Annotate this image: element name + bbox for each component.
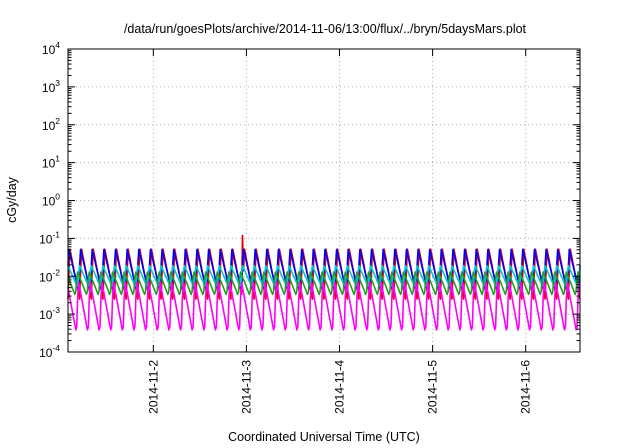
y-tick-label: 100 (42, 192, 60, 209)
y-tick-label: 10-3 (39, 305, 60, 322)
y-tick-label: 10-1 (39, 229, 60, 246)
y-tick-label: 10-4 (39, 343, 60, 360)
x-tick-label: 2014-11-2 (146, 360, 160, 414)
y-axis: 10-4 10-3 10-2 10-1 100 101 102 103 104 (39, 40, 580, 360)
series-group (67, 234, 581, 331)
series-line (67, 281, 581, 331)
x-tick-label: 2014-11-5 (426, 360, 440, 414)
series-line (67, 271, 581, 296)
x-tick-label: 2014-11-4 (333, 360, 347, 414)
y-axis-label: cGy/day (5, 176, 19, 223)
x-axis: 2014-11-2 2014-11-3 2014-11-4 2014-11-5 2014… (146, 49, 533, 414)
x-tick-label: 2014-11-6 (519, 360, 533, 414)
y-tick-label: 102 (42, 116, 60, 133)
x-tick-label: 2014-11-3 (239, 360, 253, 414)
y-tick-label: 101 (42, 154, 60, 171)
grid (68, 49, 580, 352)
chart-title: /data/run/goesPlots/archive/2014-11-06/1… (124, 22, 527, 36)
y-tick-label: 104 (42, 40, 60, 57)
y-tick-label: 10-2 (39, 267, 60, 284)
y-tick-label: 103 (42, 78, 60, 95)
x-axis-label: Coordinated Universal Time (UTC) (228, 430, 420, 444)
